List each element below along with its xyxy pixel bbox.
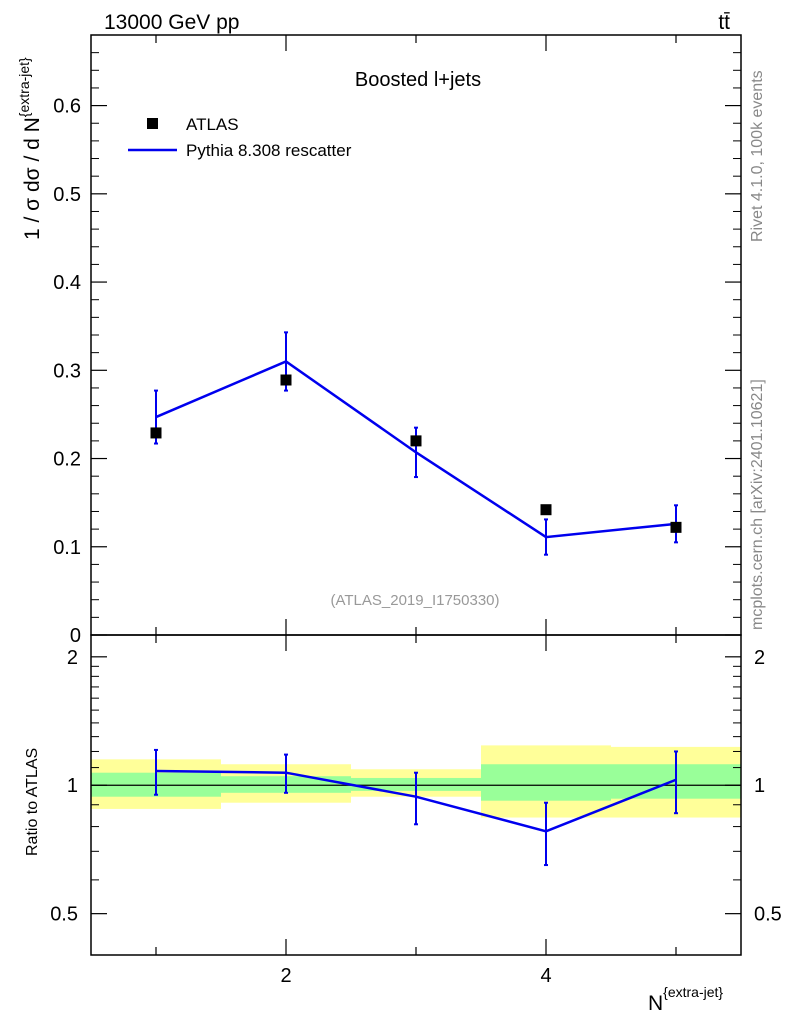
main-ytick-label: 0.2 [53,449,81,471]
atlas-data-point [410,435,422,447]
main-ylabel-sup: {extra-jet} [16,57,32,117]
legend: ATLAS Pythia 8.308 rescatter [128,115,352,160]
ratio-ytick-label: 1 [67,775,78,797]
atlas-data-point [670,521,682,533]
x-axis-label-text: N [648,992,663,1015]
ratio-ytick-label-right: 0.5 [754,904,782,926]
rivet-label: Rivet 4.1.0, 100k events [749,70,766,242]
atlas-data-point [280,374,292,386]
main-ytick-label: 0.5 [53,184,81,206]
x-tick-label: 4 [540,965,551,987]
x-tick-label: 2 [280,965,291,987]
energy-label: 13000 GeV pp [104,11,239,34]
legend-pythia-label: Pythia 8.308 rescatter [186,141,352,160]
main-panel: Boosted l+jets (ATLAS_2019_I1750330) ATL… [16,34,742,647]
ratio-ylabel: Ratio to ATLAS [24,748,41,856]
ratio-inner-band [481,764,611,801]
process-label: tt̄ [718,11,730,34]
main-title: Boosted l+jets [355,69,481,91]
ratio-ytick-label-right: 2 [754,647,765,669]
main-ytick-label: 0.6 [53,96,81,118]
ratio-ytick-label: 0.5 [50,904,78,926]
legend-atlas-marker [147,118,158,129]
main-ylabel: 1 / σ dσ / d N{extra-jet} [16,57,44,240]
main-ylabel-text: 1 / σ dσ / d N [21,117,44,240]
main-ytick-label: 0.1 [53,537,81,559]
x-axis-label: N{extra-jet} [648,984,723,1015]
main-ytick-label: 0.4 [53,272,81,294]
x-axis-label-sup: {extra-jet} [663,984,723,1000]
main-ytick-label: 0 [70,625,81,647]
atlas-data-point [540,504,552,516]
main-ytick-label: 0.3 [53,360,81,382]
legend-atlas-label: ATLAS [186,115,239,134]
ratio-ytick-label-right: 1 [754,775,765,797]
atlas-data-point [150,427,162,439]
ratio-ytick-label: 2 [67,647,78,669]
watermark: (ATLAS_2019_I1750330) [330,592,499,609]
mcplots-label: mcplots.cern.ch [arXiv:2401.10621] [749,379,766,630]
ratio-panel: Ratio to ATLAS N{extra-jet} 2 4 0.5 0.5 1 1 2 2 [24,634,782,1015]
